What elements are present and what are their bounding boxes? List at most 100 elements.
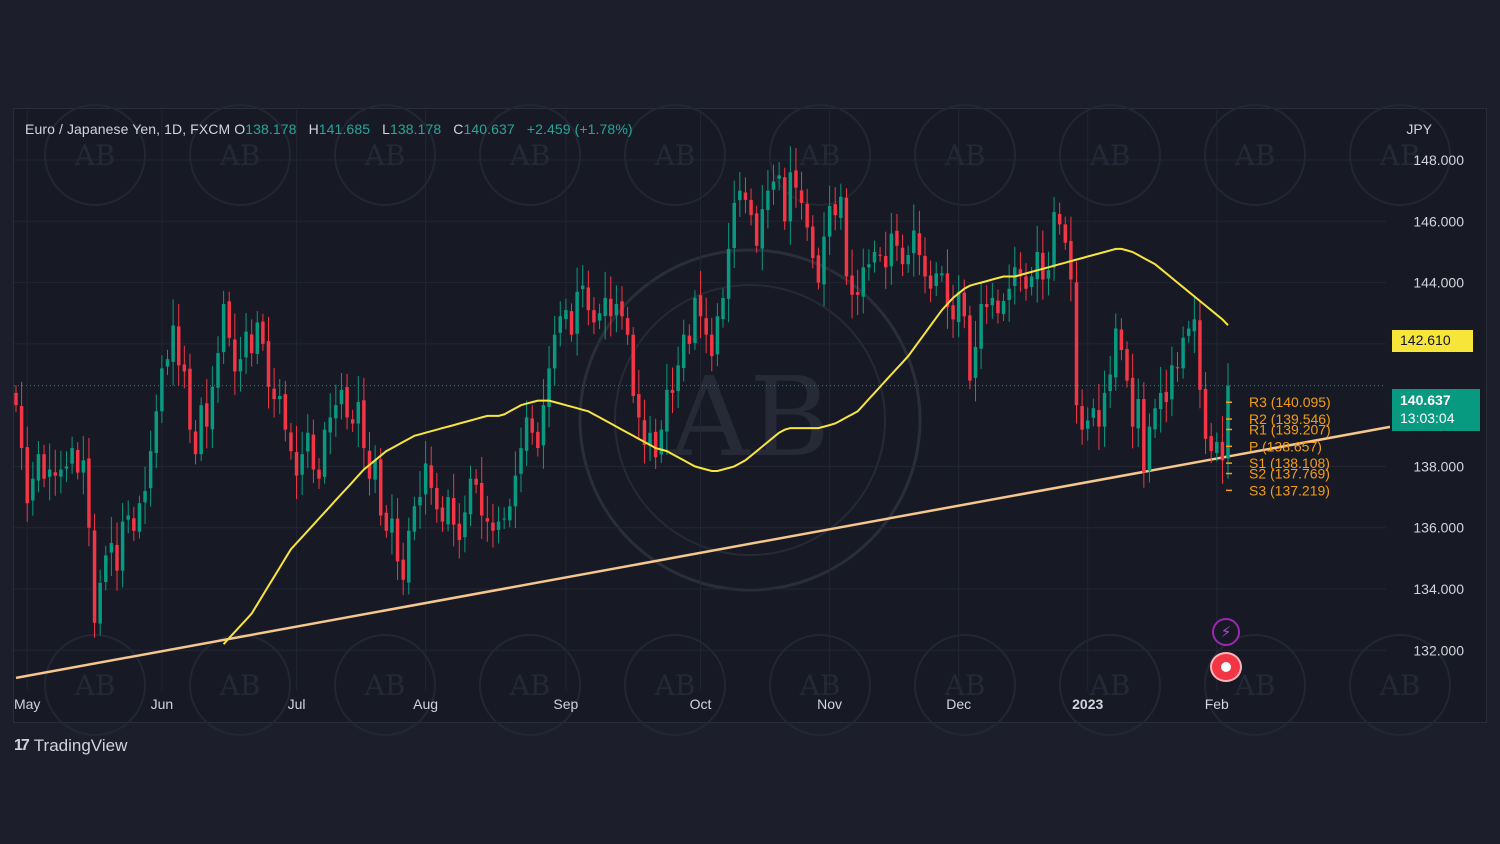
candle-body — [805, 203, 809, 228]
candle-body — [1108, 374, 1112, 392]
candle-body — [558, 316, 563, 333]
symbol-name[interactable]: Euro / Japanese Yen, 1D, FXCM — [25, 121, 231, 137]
watermark-badge-text: AB — [944, 139, 986, 172]
watermark-badge-text: AB — [1234, 139, 1276, 172]
candle-body — [266, 341, 271, 387]
candle-body — [569, 311, 574, 335]
high-label: H — [308, 121, 319, 137]
watermark-badge-text: AB — [364, 139, 406, 172]
y-tick-label: 146.000 — [1413, 213, 1464, 229]
candle-body — [586, 287, 591, 311]
last-price-value: 140.637 — [1400, 392, 1451, 408]
candle-body — [171, 325, 175, 362]
x-tick-label: May — [14, 696, 40, 712]
watermark-badge-text: AB — [219, 139, 261, 172]
y-tick-label: 138.000 — [1413, 458, 1464, 474]
candle-body — [1136, 399, 1140, 429]
candle-body — [390, 518, 394, 533]
candle-body — [1175, 367, 1180, 369]
candle-body — [70, 448, 74, 464]
candle-body — [188, 368, 192, 430]
candle-body — [827, 205, 832, 237]
candle-body — [889, 233, 894, 267]
watermark-logo: AB AB AB AB AB AB AB AB AB AB AB AB AB AB AB AB AB AB AB AB… — [44, 104, 1451, 736]
x-tick-label: Feb — [1205, 696, 1229, 712]
candle-body — [317, 469, 321, 479]
candle-body — [766, 190, 770, 210]
candle-body — [75, 449, 80, 473]
candle-body — [457, 523, 462, 540]
candle-body — [1203, 388, 1208, 439]
candle-body — [726, 248, 731, 299]
watermark-badge — [1349, 634, 1451, 736]
grid — [14, 110, 1386, 690]
record-icon[interactable] — [1210, 652, 1242, 682]
candle-body — [1091, 408, 1096, 418]
candle-body — [872, 251, 877, 263]
candle-body — [378, 459, 383, 516]
candle-body — [676, 365, 680, 392]
candle-body — [895, 230, 899, 246]
time-axis[interactable]: May Jun Jul Aug Sep Oct Nov Dec 2023 Feb — [14, 696, 1229, 712]
candle-body — [1147, 426, 1152, 471]
candle-body — [816, 255, 821, 283]
watermark-badge-text: AB — [1379, 669, 1421, 702]
candle-body — [210, 386, 215, 430]
candle-body — [1102, 392, 1107, 427]
x-tick-label: Dec — [946, 696, 971, 712]
candle-body — [839, 196, 843, 218]
candle-body — [36, 454, 41, 481]
candle-body — [822, 236, 826, 285]
x-tick-label: Nov — [817, 696, 842, 712]
candle-body — [883, 255, 888, 268]
candle-body — [1007, 288, 1011, 301]
candle-body — [429, 465, 433, 488]
candle-body — [659, 429, 664, 455]
candle-body — [1170, 365, 1174, 400]
candle-body — [300, 454, 304, 475]
candle-body — [923, 255, 927, 277]
candle-body — [508, 506, 512, 521]
pivot-levels: R3 (140.095)R2 (139.546)R1 (139.207)P (1… — [1226, 394, 1331, 498]
candle-body — [749, 199, 753, 216]
candle-body — [199, 405, 203, 455]
watermark-badge — [1059, 634, 1161, 736]
candle-body — [867, 264, 871, 268]
watermark-badge-text: AB — [1234, 669, 1276, 702]
candle-body — [42, 454, 46, 479]
candle-body — [1018, 269, 1023, 277]
tradingview-logo[interactable]: 17 TradingView — [14, 736, 127, 756]
watermark-badge — [914, 634, 1016, 736]
candle-body — [524, 417, 529, 451]
candle-body — [1153, 408, 1157, 430]
candle-body — [912, 230, 916, 254]
pivot-label: P (138.657) — [1249, 438, 1322, 454]
candle-body — [1052, 212, 1056, 268]
candle-body — [362, 400, 366, 449]
candle-body — [14, 392, 18, 406]
candle-body — [704, 318, 708, 335]
candle-body — [592, 310, 596, 323]
pivot-label: S1 (138.108) — [1249, 455, 1330, 471]
lightning-icon[interactable]: ⚡︎ — [1212, 618, 1240, 646]
candle-body — [227, 301, 231, 338]
candle-body — [1181, 337, 1185, 369]
candle-body — [552, 334, 557, 369]
watermark-badge — [1059, 104, 1161, 206]
y-tick-label: 144.000 — [1413, 275, 1464, 291]
y-tick-label: 136.000 — [1413, 520, 1464, 536]
watermark-badge — [189, 104, 291, 206]
candle-body — [1198, 320, 1202, 390]
candle-body — [1209, 436, 1213, 452]
candle-body — [502, 518, 506, 520]
candle-body — [479, 482, 484, 516]
watermark-badge — [1204, 104, 1306, 206]
candle-body — [513, 475, 518, 507]
candle-body — [468, 478, 473, 515]
low-value: 138.178 — [389, 121, 442, 137]
watermark-badge — [479, 104, 581, 206]
sma-line — [222, 247, 1229, 645]
candle-body — [92, 530, 97, 623]
x-tick-label: Jul — [288, 696, 306, 712]
